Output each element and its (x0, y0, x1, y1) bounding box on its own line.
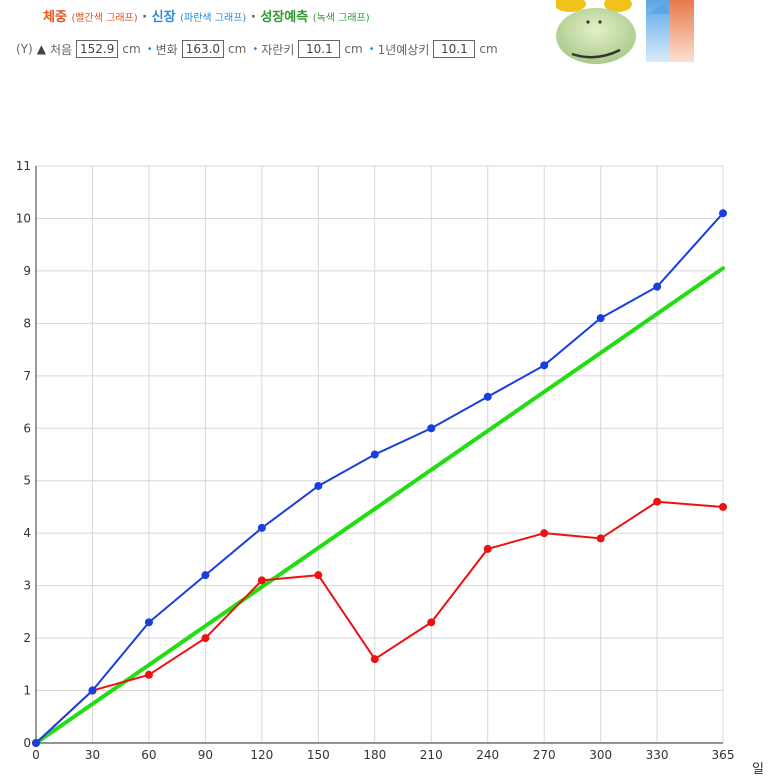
height-data-point (427, 424, 436, 433)
chart-axes (35, 166, 723, 744)
height-data-point (314, 481, 323, 490)
y-axis-label: (Y) (16, 42, 33, 56)
y-tick-label: 4 (23, 526, 31, 540)
weight-data-point (201, 634, 210, 643)
unit-label: cm (122, 42, 141, 56)
y-tick-label: 11 (16, 159, 31, 173)
x-tick-label: 270 (533, 748, 556, 762)
weight-data-point (370, 655, 379, 664)
weight-data-point (314, 571, 323, 580)
y-tick-label: 8 (23, 316, 31, 330)
x-tick-label: 60 (141, 748, 156, 762)
weight-data-point (483, 544, 492, 553)
bullet-icon: • (146, 43, 153, 55)
y-tick-label: 7 (23, 369, 31, 383)
chart-grid (35, 165, 724, 744)
x-tick-label: 240 (476, 748, 499, 762)
height-label: 신장 (151, 10, 176, 25)
yearly-height-field: 10.1 (433, 40, 476, 58)
height-data-point (201, 571, 210, 580)
y-tick-label: 2 (23, 631, 31, 645)
height-data-point (719, 209, 727, 218)
y-tick-label: 9 (23, 264, 31, 278)
x-tick-label: 330 (646, 748, 669, 762)
first-height-label: 처음 (49, 42, 73, 57)
x-axis-unit-label: 일 (752, 762, 764, 777)
x-tick-label: 90 (198, 748, 213, 762)
y-tick-label: 3 (23, 579, 31, 593)
x-tick-label: 300 (589, 748, 612, 762)
height-series-line (35, 212, 724, 744)
predict-note: (녹색 그래프) (312, 13, 370, 24)
chart-series (32, 209, 727, 747)
y-tick-label: 0 (23, 736, 31, 750)
x-tick-label: 210 (420, 748, 443, 762)
change-height-field: 163.0 (181, 40, 225, 58)
up-arrow-icon: ▲ (36, 42, 46, 56)
chart-header: 체중 (빨간색 그래프) · 신장 (파란색 그래프) · 성장예측 (녹색 그… (0, 0, 773, 68)
height-data-point (32, 739, 40, 747)
height-data-point (88, 686, 97, 695)
weight-data-point (540, 529, 549, 538)
weight-data-point (596, 534, 605, 543)
change-label: 변화 (155, 42, 178, 57)
grown-label: 자란키 (261, 42, 295, 57)
weight-note: (빨간색 그래프) (71, 13, 138, 24)
weight-data-point (144, 670, 153, 679)
height-info-bar: (Y) ▲ 처음 152.9 cm • 변화 163.0 cm • 자란키 10… (16, 40, 498, 58)
weight-data-point (427, 618, 436, 627)
growth-line-chart: 0 1 2 3 4 5 6 7 8 9 10 11 0 30 60 90 120 150 180 210 240 270 3… (16, 159, 735, 762)
unit-label: cm (479, 42, 498, 56)
predict-series-line (34, 266, 725, 745)
height-data-point (540, 361, 549, 370)
unit-label: cm (228, 42, 247, 56)
weight-data-point (719, 502, 727, 511)
y-tick-label: 6 (23, 421, 31, 435)
x-tick-label: 30 (85, 748, 100, 762)
x-tick-label: 180 (363, 748, 386, 762)
height-data-point (596, 314, 605, 323)
bullet-icon: • (368, 43, 375, 55)
first-height-field: 152.9 (76, 40, 119, 58)
height-data-point (144, 618, 153, 627)
weight-data-point (257, 576, 266, 585)
chart-tick-labels: 0 1 2 3 4 5 6 7 8 9 10 11 0 30 60 90 120 150 180 210 240 270 3… (16, 159, 735, 762)
bullet-icon: • (252, 43, 259, 55)
y-tick-label: 10 (16, 211, 31, 225)
x-tick-label: 150 (307, 748, 330, 762)
x-tick-label: 120 (250, 748, 273, 762)
x-tick-label: 0 (32, 748, 40, 762)
grown-height-field: 10.1 (298, 40, 341, 58)
height-data-point (370, 450, 379, 459)
yearly-label: 1년예상키 (377, 42, 430, 57)
height-note: (파란색 그래프) (180, 13, 247, 24)
separator: · (250, 10, 256, 25)
y-tick-label: 1 (23, 684, 31, 698)
unit-label: cm (344, 42, 363, 56)
height-data-point (483, 392, 492, 401)
legend-title: 체중 (빨간색 그래프) · 신장 (파란색 그래프) · 성장예측 (녹색 그… (43, 6, 370, 25)
predict-label: 성장예측 (260, 10, 309, 25)
y-tick-label: 5 (23, 474, 31, 488)
weight-series-line (35, 500, 724, 744)
weight-label: 체중 (43, 10, 67, 25)
separator: · (142, 10, 148, 25)
x-tick-label: 365 (712, 748, 735, 762)
weight-data-point (653, 497, 662, 506)
height-data-point (653, 282, 662, 291)
height-data-point (257, 523, 266, 532)
mascot-illustration (556, 0, 694, 64)
